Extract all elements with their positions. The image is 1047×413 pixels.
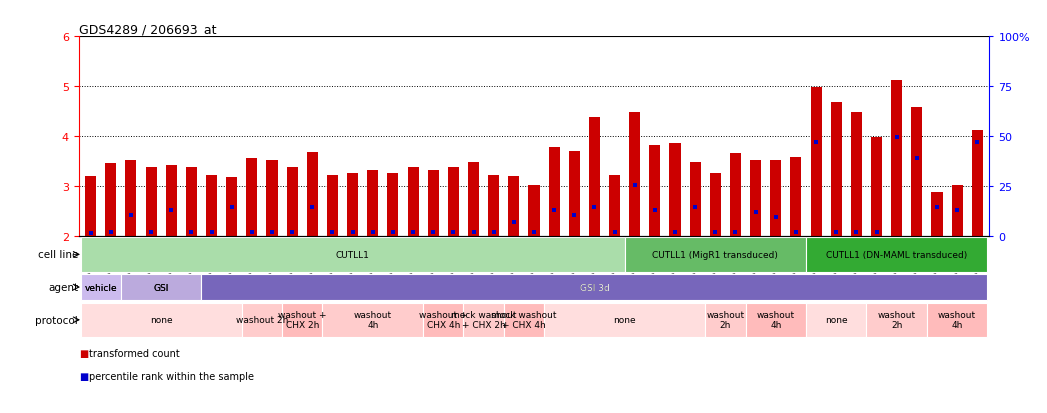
Bar <box>85 176 96 236</box>
Text: vehicle: vehicle <box>85 283 117 292</box>
Bar <box>649 145 661 236</box>
Bar <box>851 113 862 236</box>
Text: washout
2h: washout 2h <box>707 311 744 330</box>
Text: washout +
CHX 2h: washout + CHX 2h <box>277 311 327 330</box>
Bar <box>287 167 297 236</box>
Bar <box>468 162 480 236</box>
Bar <box>609 176 620 236</box>
Bar <box>745 303 806 337</box>
Text: none: none <box>614 316 636 325</box>
Bar <box>669 144 681 236</box>
Bar <box>911 108 922 236</box>
Bar <box>508 176 519 236</box>
Bar <box>730 154 741 236</box>
Text: none: none <box>825 316 848 325</box>
Text: mock washout
+ CHX 4h: mock washout + CHX 4h <box>491 311 557 330</box>
Bar <box>242 303 282 337</box>
Bar <box>322 303 423 337</box>
Text: protocol: protocol <box>36 315 79 325</box>
Bar <box>407 167 419 236</box>
Bar <box>201 275 987 300</box>
Bar <box>266 161 277 236</box>
Bar <box>871 138 883 236</box>
Bar <box>830 103 842 236</box>
Bar <box>750 161 761 236</box>
Text: ■: ■ <box>80 371 89 381</box>
Bar <box>891 81 903 236</box>
Bar <box>972 131 983 236</box>
Bar <box>710 174 721 236</box>
Text: CUTLL1: CUTLL1 <box>336 250 370 259</box>
Text: GSI 3d: GSI 3d <box>580 283 609 292</box>
Text: mock washout
+ CHX 2h: mock washout + CHX 2h <box>451 311 516 330</box>
Bar <box>307 152 318 236</box>
Bar <box>387 174 399 236</box>
Text: agent: agent <box>48 282 79 292</box>
Bar <box>806 237 987 272</box>
Bar <box>427 171 439 236</box>
Text: washout
2h: washout 2h <box>877 311 916 330</box>
Text: washout
4h: washout 4h <box>354 311 392 330</box>
Bar <box>952 185 962 236</box>
Bar <box>206 176 217 236</box>
Text: CUTLL1 (DN-MAML transduced): CUTLL1 (DN-MAML transduced) <box>826 250 967 259</box>
Text: percentile rank within the sample: percentile rank within the sample <box>89 371 254 381</box>
Text: GSI 3d: GSI 3d <box>580 283 609 292</box>
Bar <box>226 178 238 236</box>
Bar <box>246 159 258 236</box>
Bar <box>549 147 560 236</box>
Bar <box>146 167 157 236</box>
Bar <box>588 118 600 236</box>
Text: ■: ■ <box>80 348 89 358</box>
Bar <box>81 275 120 300</box>
Bar <box>165 166 177 236</box>
Bar <box>185 167 197 236</box>
Text: GSI: GSI <box>154 283 169 292</box>
Bar <box>932 192 942 236</box>
Bar <box>106 164 116 236</box>
Bar <box>867 303 927 337</box>
Text: transformed count: transformed count <box>89 348 180 358</box>
Bar <box>448 167 459 236</box>
Bar <box>810 88 822 236</box>
Text: washout +
CHX 4h: washout + CHX 4h <box>419 311 468 330</box>
Bar <box>806 303 867 337</box>
Bar <box>625 237 806 272</box>
Bar <box>569 152 580 236</box>
Bar <box>529 185 539 236</box>
Text: washout
4h: washout 4h <box>938 311 976 330</box>
Text: none: none <box>150 316 173 325</box>
Bar <box>488 176 499 236</box>
Bar <box>423 303 464 337</box>
Bar <box>504 303 544 337</box>
Bar <box>927 303 987 337</box>
Text: washout 2h: washout 2h <box>236 316 288 325</box>
Text: GDS4289 / 206693_at: GDS4289 / 206693_at <box>79 23 216 36</box>
Text: CUTLL1 (MigR1 transduced): CUTLL1 (MigR1 transduced) <box>652 250 778 259</box>
Bar <box>771 161 781 236</box>
Bar <box>81 303 242 337</box>
Bar <box>81 237 625 272</box>
Bar <box>464 303 504 337</box>
Bar <box>327 176 338 236</box>
Text: cell line: cell line <box>38 250 79 260</box>
Bar <box>629 113 641 236</box>
Bar <box>690 162 700 236</box>
Text: vehicle: vehicle <box>85 283 117 292</box>
Bar <box>790 157 802 236</box>
Bar <box>120 275 201 300</box>
Bar <box>706 303 745 337</box>
Bar <box>126 161 136 236</box>
Bar <box>347 174 358 236</box>
Bar <box>282 303 322 337</box>
Bar <box>367 171 378 236</box>
Bar <box>544 303 706 337</box>
Text: washout
4h: washout 4h <box>757 311 795 330</box>
Text: GSI: GSI <box>154 283 169 292</box>
